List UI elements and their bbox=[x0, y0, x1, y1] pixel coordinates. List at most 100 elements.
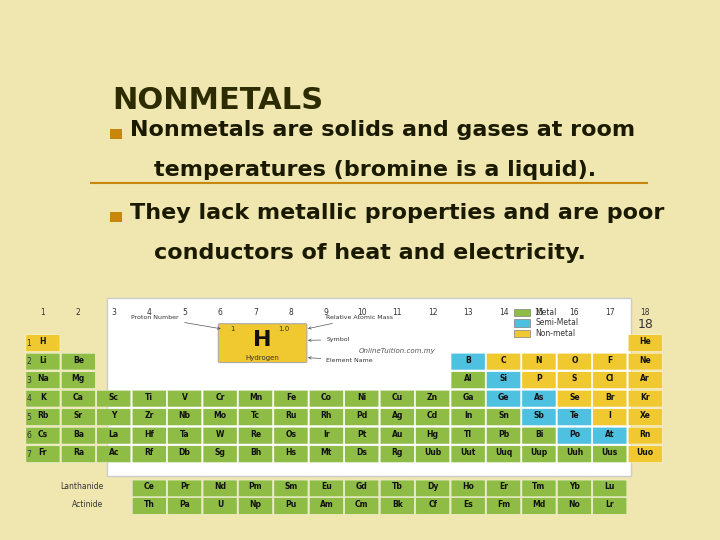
Text: Be: Be bbox=[73, 356, 84, 364]
Text: O: O bbox=[571, 356, 577, 364]
FancyBboxPatch shape bbox=[310, 427, 343, 444]
FancyBboxPatch shape bbox=[61, 427, 95, 444]
FancyBboxPatch shape bbox=[61, 372, 95, 388]
Text: N: N bbox=[536, 356, 542, 364]
Text: 7: 7 bbox=[27, 450, 31, 458]
Text: Ho: Ho bbox=[462, 482, 474, 491]
Text: I: I bbox=[608, 411, 611, 420]
Text: OnlineTuition.com.my: OnlineTuition.com.my bbox=[359, 347, 436, 354]
Text: Rn: Rn bbox=[639, 430, 651, 438]
FancyBboxPatch shape bbox=[514, 319, 531, 327]
Text: Kr: Kr bbox=[641, 393, 650, 402]
Text: Hs: Hs bbox=[285, 448, 297, 457]
Text: Cm: Cm bbox=[355, 500, 369, 509]
FancyBboxPatch shape bbox=[415, 409, 450, 426]
Text: Si: Si bbox=[500, 374, 508, 383]
Text: Pr: Pr bbox=[180, 482, 189, 491]
FancyBboxPatch shape bbox=[522, 427, 556, 444]
Text: W: W bbox=[216, 430, 224, 438]
Text: Pu: Pu bbox=[285, 500, 297, 509]
Text: La: La bbox=[109, 430, 119, 438]
Text: 5: 5 bbox=[182, 308, 187, 317]
Text: Cl: Cl bbox=[606, 374, 614, 383]
Text: Hydrogen: Hydrogen bbox=[246, 355, 279, 361]
Text: Nb: Nb bbox=[179, 411, 191, 420]
Text: Actinide: Actinide bbox=[72, 500, 103, 509]
Text: Ds: Ds bbox=[356, 448, 367, 457]
Text: Semi-Metal: Semi-Metal bbox=[536, 318, 579, 327]
Text: Au: Au bbox=[392, 430, 403, 438]
Text: Fe: Fe bbox=[286, 393, 296, 402]
Text: Ne: Ne bbox=[639, 356, 651, 364]
FancyBboxPatch shape bbox=[132, 390, 166, 407]
Text: 6: 6 bbox=[217, 308, 222, 317]
Text: F: F bbox=[607, 356, 613, 364]
Text: Ar: Ar bbox=[641, 374, 650, 383]
Text: Relative Atomic Mass: Relative Atomic Mass bbox=[309, 315, 393, 329]
Text: Ag: Ag bbox=[392, 411, 403, 420]
FancyBboxPatch shape bbox=[522, 372, 556, 388]
FancyBboxPatch shape bbox=[522, 390, 556, 407]
FancyBboxPatch shape bbox=[274, 480, 308, 497]
FancyBboxPatch shape bbox=[629, 409, 662, 426]
Text: Db: Db bbox=[179, 448, 191, 457]
FancyBboxPatch shape bbox=[310, 446, 343, 462]
FancyBboxPatch shape bbox=[415, 446, 450, 462]
FancyBboxPatch shape bbox=[132, 446, 166, 462]
Text: Nonmetals are solids and gases at room: Nonmetals are solids and gases at room bbox=[130, 120, 635, 140]
Text: Zn: Zn bbox=[427, 393, 438, 402]
Text: Sm: Sm bbox=[284, 482, 297, 491]
FancyBboxPatch shape bbox=[451, 446, 485, 462]
FancyBboxPatch shape bbox=[557, 409, 591, 426]
FancyBboxPatch shape bbox=[238, 409, 272, 426]
FancyBboxPatch shape bbox=[593, 480, 627, 497]
FancyBboxPatch shape bbox=[557, 498, 591, 514]
Text: Tm: Tm bbox=[532, 482, 546, 491]
FancyBboxPatch shape bbox=[109, 212, 122, 222]
FancyBboxPatch shape bbox=[629, 390, 662, 407]
FancyBboxPatch shape bbox=[203, 480, 237, 497]
FancyBboxPatch shape bbox=[593, 446, 627, 462]
FancyBboxPatch shape bbox=[132, 427, 166, 444]
Text: Al: Al bbox=[464, 374, 472, 383]
Text: Te: Te bbox=[570, 411, 579, 420]
FancyBboxPatch shape bbox=[380, 409, 414, 426]
FancyBboxPatch shape bbox=[238, 498, 272, 514]
FancyBboxPatch shape bbox=[487, 480, 521, 497]
Text: Fm: Fm bbox=[497, 500, 510, 509]
Text: Hg: Hg bbox=[427, 430, 438, 438]
FancyBboxPatch shape bbox=[26, 409, 60, 426]
FancyBboxPatch shape bbox=[61, 353, 95, 370]
Text: Cf: Cf bbox=[428, 500, 437, 509]
FancyBboxPatch shape bbox=[203, 446, 237, 462]
Text: Cr: Cr bbox=[215, 393, 225, 402]
Text: Ir: Ir bbox=[323, 430, 330, 438]
FancyBboxPatch shape bbox=[593, 498, 627, 514]
Text: 8: 8 bbox=[289, 308, 293, 317]
Text: Uup: Uup bbox=[531, 448, 548, 457]
FancyBboxPatch shape bbox=[514, 330, 531, 338]
Text: S: S bbox=[572, 374, 577, 383]
FancyBboxPatch shape bbox=[593, 372, 627, 388]
Text: Pd: Pd bbox=[356, 411, 367, 420]
Text: Ni: Ni bbox=[357, 393, 366, 402]
FancyBboxPatch shape bbox=[26, 335, 60, 352]
FancyBboxPatch shape bbox=[593, 353, 627, 370]
Text: Pb: Pb bbox=[498, 430, 509, 438]
FancyBboxPatch shape bbox=[132, 498, 166, 514]
FancyBboxPatch shape bbox=[218, 323, 307, 362]
Text: Ce: Ce bbox=[144, 482, 155, 491]
FancyBboxPatch shape bbox=[487, 353, 521, 370]
FancyBboxPatch shape bbox=[345, 409, 379, 426]
FancyBboxPatch shape bbox=[451, 353, 485, 370]
Text: Tc: Tc bbox=[251, 411, 260, 420]
FancyBboxPatch shape bbox=[238, 427, 272, 444]
FancyBboxPatch shape bbox=[168, 498, 202, 514]
FancyBboxPatch shape bbox=[451, 372, 485, 388]
Text: H: H bbox=[253, 330, 272, 350]
Text: 6: 6 bbox=[27, 431, 31, 440]
FancyBboxPatch shape bbox=[274, 390, 308, 407]
Text: C: C bbox=[500, 356, 506, 364]
Text: 1: 1 bbox=[40, 308, 45, 317]
FancyBboxPatch shape bbox=[380, 427, 414, 444]
